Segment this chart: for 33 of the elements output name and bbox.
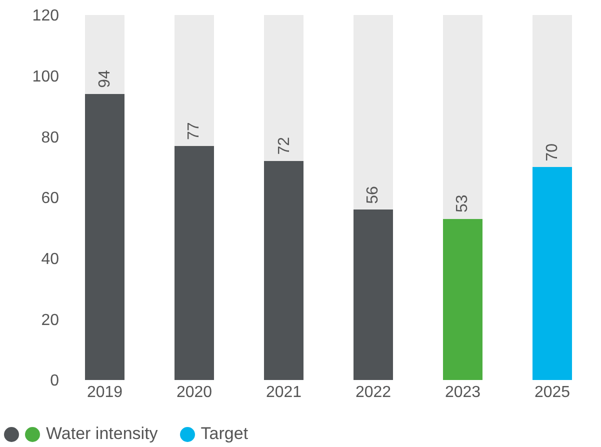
bar xyxy=(174,15,214,146)
bar xyxy=(532,15,572,168)
bar xyxy=(85,94,124,380)
bar xyxy=(443,15,482,219)
data-label: 53 xyxy=(454,194,471,213)
data-label: 70 xyxy=(544,143,562,162)
y-tick-label: 20 xyxy=(41,312,60,329)
x-tick-label: 2025 xyxy=(534,384,570,401)
data-label: 77 xyxy=(185,122,202,140)
legend-label: Water intensity xyxy=(46,424,158,444)
y-tick-label: 60 xyxy=(41,190,60,208)
x-tick-label: 2022 xyxy=(355,384,392,401)
bar xyxy=(264,15,304,161)
bar xyxy=(354,15,393,210)
y-tick-label: 0 xyxy=(50,372,60,390)
data-label: 72 xyxy=(276,136,293,155)
x-tick-label: 2020 xyxy=(176,384,212,401)
bar xyxy=(443,218,482,380)
bar xyxy=(85,15,124,94)
x-tick-label: 2019 xyxy=(86,384,123,401)
y-tick-label: 120 xyxy=(32,8,60,25)
x-tick-label: 2023 xyxy=(444,384,481,401)
bar xyxy=(174,146,214,380)
bar xyxy=(532,167,572,380)
y-tick-label: 100 xyxy=(32,68,60,86)
bar xyxy=(354,210,393,380)
data-label: 56 xyxy=(364,186,382,204)
y-tick-label: 40 xyxy=(41,250,60,268)
data-label: 94 xyxy=(96,70,114,88)
bar xyxy=(264,161,304,380)
y-tick-label: 80 xyxy=(41,129,60,146)
legend-label: Target xyxy=(200,424,248,444)
x-tick-label: 2021 xyxy=(266,384,302,401)
